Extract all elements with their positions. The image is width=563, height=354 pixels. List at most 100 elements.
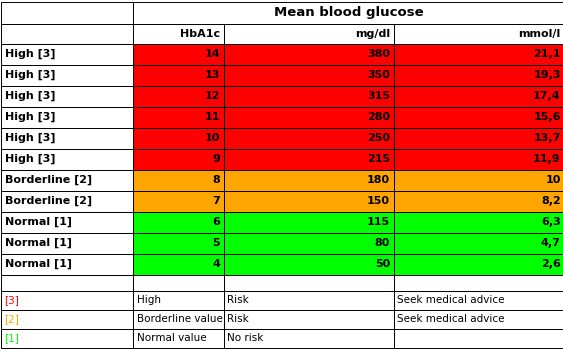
Bar [1,191,133,212]
Bar [394,128,563,149]
Bar [394,149,563,170]
Bar [394,24,563,44]
Text: Seek medical advice: Seek medical advice [397,295,504,305]
Text: Mean blood glucose: Mean blood glucose [274,6,423,19]
Bar [1,86,133,107]
Bar [224,329,394,348]
Text: High: High [137,295,161,305]
Text: High [3]: High [3] [5,49,55,59]
Text: 8,2: 8,2 [541,196,561,206]
Bar [1,233,133,254]
Bar [133,2,563,24]
Text: 13: 13 [205,70,220,80]
Bar [133,310,224,329]
Bar [1,254,133,275]
Text: 7: 7 [212,196,220,206]
Bar [394,170,563,191]
Bar [1,65,133,86]
Text: 2,6: 2,6 [541,259,561,269]
Bar [1,170,133,191]
Text: Borderline value: Borderline value [137,314,223,324]
Bar [133,191,224,212]
Text: 315: 315 [367,91,390,101]
Bar [133,233,224,254]
Text: mg/dl: mg/dl [355,29,390,39]
Bar [224,291,394,310]
Bar [133,149,224,170]
Bar [394,310,563,329]
Text: 380: 380 [367,49,390,59]
Bar [394,291,563,310]
Text: High [3]: High [3] [5,112,55,122]
Text: High [3]: High [3] [5,91,55,101]
Text: 350: 350 [367,70,390,80]
Bar [394,275,563,291]
Bar [394,329,563,348]
Text: Normal value: Normal value [137,333,207,343]
Bar [133,275,224,291]
Bar [224,170,394,191]
Text: 19,3: 19,3 [533,70,561,80]
Bar [133,107,224,128]
Bar [1,24,133,44]
Bar [224,254,394,275]
Bar [224,149,394,170]
Bar [133,254,224,275]
Bar [1,310,133,329]
Bar [133,170,224,191]
Bar [133,44,224,65]
Bar [394,212,563,233]
Text: 80: 80 [375,238,390,248]
Bar [224,44,394,65]
Text: 15,6: 15,6 [533,112,561,122]
Bar [224,128,394,149]
Text: 14: 14 [204,49,220,59]
Text: 4,7: 4,7 [541,238,561,248]
Text: 12: 12 [204,91,220,101]
Text: Risk: Risk [227,295,249,305]
Bar [1,212,133,233]
Bar [1,107,133,128]
Text: 115: 115 [367,217,390,227]
Text: Borderline [2]: Borderline [2] [5,196,92,206]
Bar [394,233,563,254]
Text: Normal [1]: Normal [1] [5,259,72,269]
Text: High [3]: High [3] [5,70,55,80]
Bar [394,65,563,86]
Bar [224,24,394,44]
Bar [133,24,224,44]
Bar [133,329,224,348]
Bar [1,275,133,291]
Text: [2]: [2] [5,314,19,324]
Bar [224,86,394,107]
Text: [1]: [1] [5,333,19,343]
Text: 215: 215 [367,154,390,164]
Text: 280: 280 [367,112,390,122]
Bar [224,191,394,212]
Text: 5: 5 [212,238,220,248]
Bar [1,44,133,65]
Bar [1,149,133,170]
Bar [1,2,133,24]
Text: 11,9: 11,9 [533,154,561,164]
Text: 9: 9 [212,154,220,164]
Text: 150: 150 [367,196,390,206]
Text: 6: 6 [212,217,220,227]
Text: 50: 50 [375,259,390,269]
Text: 13,7: 13,7 [533,133,561,143]
Text: 11: 11 [204,112,220,122]
Bar [224,107,394,128]
Text: No risk: No risk [227,333,263,343]
Bar [1,329,133,348]
Text: High [3]: High [3] [5,133,55,143]
Text: Risk: Risk [227,314,249,324]
Bar [224,212,394,233]
Bar [394,44,563,65]
Text: 10: 10 [205,133,220,143]
Bar [1,128,133,149]
Bar [224,233,394,254]
Bar [1,291,133,310]
Bar [133,128,224,149]
Bar [224,65,394,86]
Text: 6,3: 6,3 [541,217,561,227]
